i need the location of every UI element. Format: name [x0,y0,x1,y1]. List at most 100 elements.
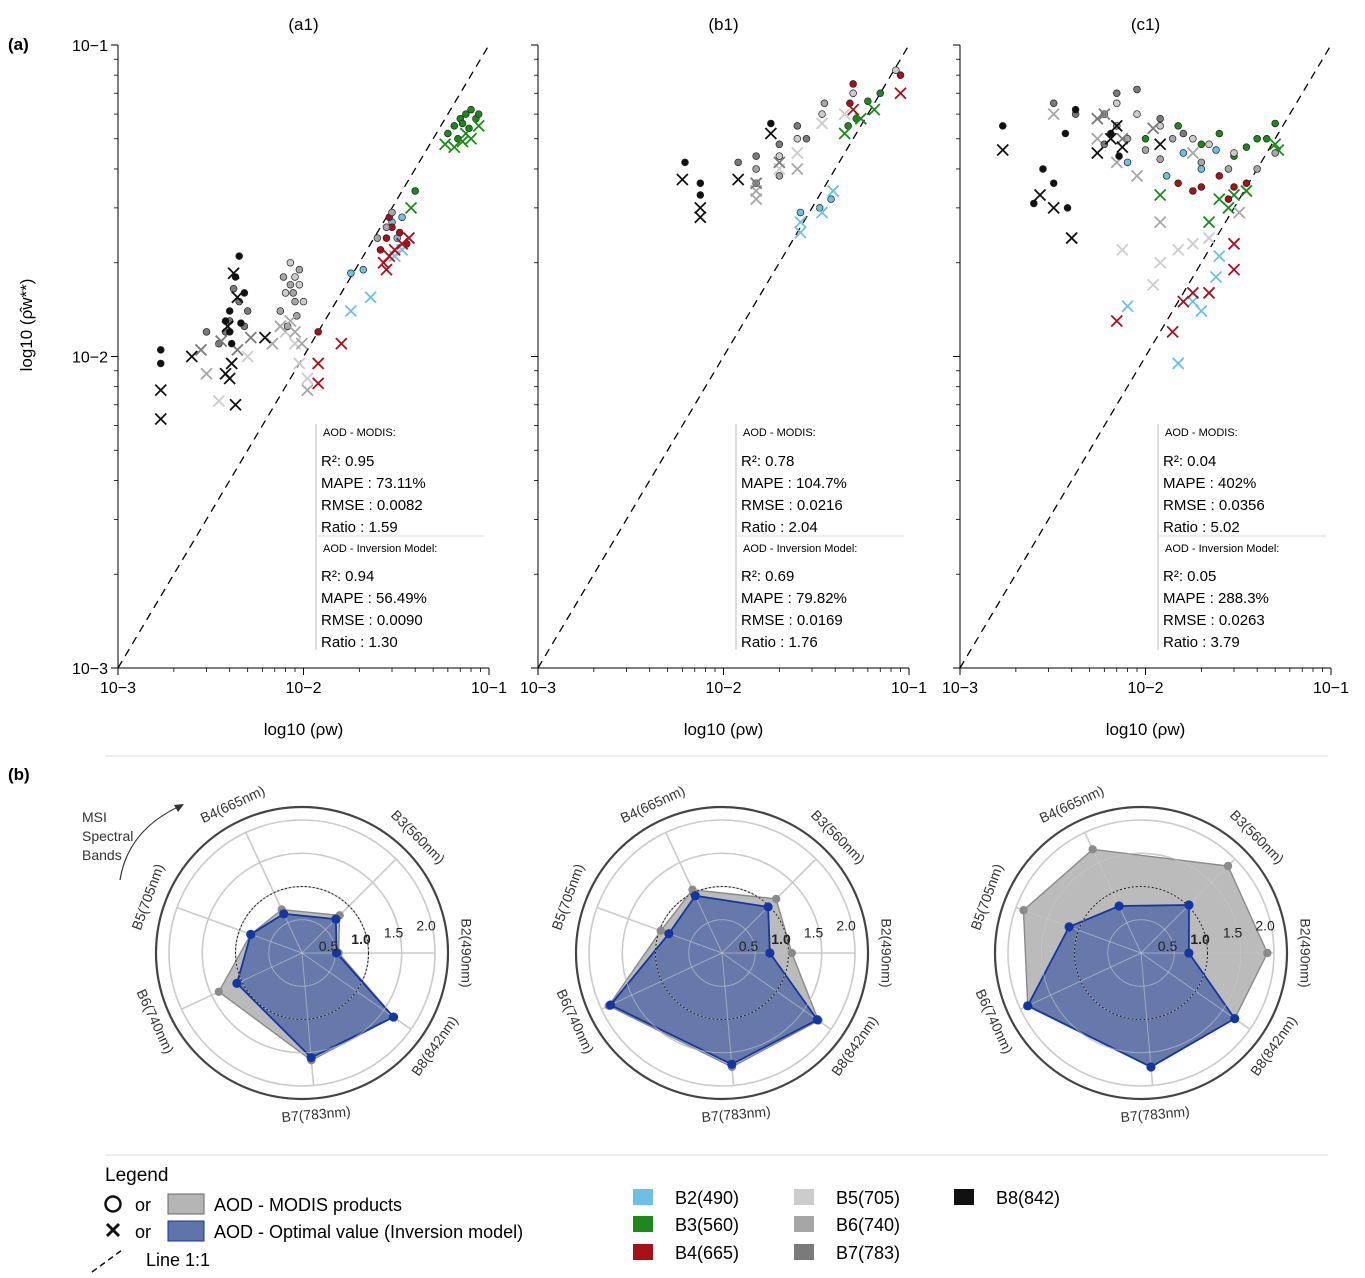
x-tick-label: 10−3 [520,680,556,697]
inversion-point [794,215,807,229]
modis-point [1189,187,1197,195]
cross-stroke [1213,193,1226,206]
inversion-point [1116,243,1129,256]
legend-band-label: B2(490) [675,1188,739,1208]
radar-ring-label: 0.5 [1158,938,1178,954]
cross-stroke [838,107,851,121]
modis-point [1174,122,1182,130]
inversion-point [1186,146,1199,160]
radar-axis-label: B3(560nm) [388,807,448,867]
stats-line: Ratio : 1.76 [741,634,818,651]
legend-line-label: Line 1:1 [146,1250,210,1270]
legend-circle-icon [104,1195,122,1213]
scatter-panel-a1: (a1) 10−3 10−3 10−2 10−2 10−1 10−1 log10 (ρw) AO… [72,15,507,739]
radar-frame [154,805,450,1101]
cross-stroke [1110,314,1123,328]
inversion-point [1202,286,1216,300]
inversion-point [200,367,213,380]
cross-stroke [231,343,244,357]
inversion-point [1240,184,1253,198]
inversion-point [288,325,302,338]
radar-modis-vertex [656,926,665,935]
modis-point [1156,114,1164,123]
cross-stroke [154,412,167,426]
inversion-point [244,331,257,344]
stats-line: Ratio : 2.04 [741,519,818,536]
cross-stroke [1227,263,1241,276]
inversion-point [1116,141,1129,154]
inversion-point [1209,270,1223,284]
cross-stroke [1104,132,1117,145]
radar-spoke-overlay [245,832,303,954]
radar-reference-ring [235,886,369,1020]
radar-modis-vertex [1263,948,1272,958]
modis-point [299,297,308,306]
modis-point [156,359,165,368]
annotation-arrow-icon [119,805,181,881]
modis-point [286,280,295,289]
cross-stroke [200,367,213,380]
inversion-point [284,314,297,328]
cross-stroke [404,201,418,215]
radar-ring-label: 1.5 [804,924,824,940]
cross-stroke [794,215,807,229]
stats-line: RMSE : 0.0169 [741,612,843,629]
y-tick-label: 10−2 [72,350,108,367]
stats-line: Ratio : 1.30 [321,634,398,651]
cross-stroke [274,320,287,333]
x-tick-label: 10−1 [471,680,507,697]
stats-line: Ratio : 1.59 [321,519,398,536]
y-axis-label: log10 (ρ̂w**) [17,279,36,372]
radar-spoke-overlay [1020,952,1142,1010]
modis-point [462,110,470,118]
legend-inversion-label: AOD - Optimal value (Inversion model) [214,1222,523,1242]
modis-point [359,265,368,274]
modis-point [793,122,802,130]
inversion-point [212,394,226,408]
inversion-point [295,337,309,350]
cross-stroke [750,177,763,190]
modis-point [1049,99,1058,108]
cross-stroke [388,243,401,256]
inversion-point [258,331,272,344]
modis-point [1039,165,1047,173]
modis-point [767,119,775,128]
modis-point [864,97,872,105]
radar-inversion-vertex [232,978,242,988]
one-to-one-line [537,44,910,669]
modis-point [802,135,811,143]
modis-point [1123,158,1132,167]
modis-point [1242,179,1251,187]
inversion-point [847,103,860,116]
modis-point [411,187,419,195]
x-tick-label: 10−1 [891,680,927,697]
inversion-point [229,398,242,411]
radar-axis-label: B3(560nm) [808,807,868,867]
inversion-point [301,383,314,397]
radar-inversion-vertex [1114,901,1124,911]
modis-point [1071,105,1080,114]
legend: Legend or AOD - MODIS products or AOD - … [91,1165,1060,1273]
cross-stroke [293,357,306,370]
cross-stroke [229,398,242,411]
modis-point [1271,149,1279,157]
modis-point [474,110,483,118]
cross-stroke [1116,243,1129,256]
inversion-point [1091,112,1104,125]
radar-ring-label: 0.5 [739,938,759,954]
modis-point [1242,143,1251,151]
panel-title: (b1) [708,15,738,34]
cross-stroke [694,211,707,224]
inversion-point [827,184,840,198]
modis-point [820,99,829,108]
modis-point [347,269,355,278]
x-tick-label: 10−1 [1313,680,1349,697]
stats-line: AOD - MODIS: [743,427,816,439]
legend-band-swatch [633,1216,653,1232]
cross-stroke [288,325,302,338]
radar-axis-label: B2(490nm) [1297,918,1313,987]
inversion-point [312,377,325,390]
inversion-point [154,383,167,397]
inversion-point [815,206,829,219]
inversion-point [1098,107,1111,121]
